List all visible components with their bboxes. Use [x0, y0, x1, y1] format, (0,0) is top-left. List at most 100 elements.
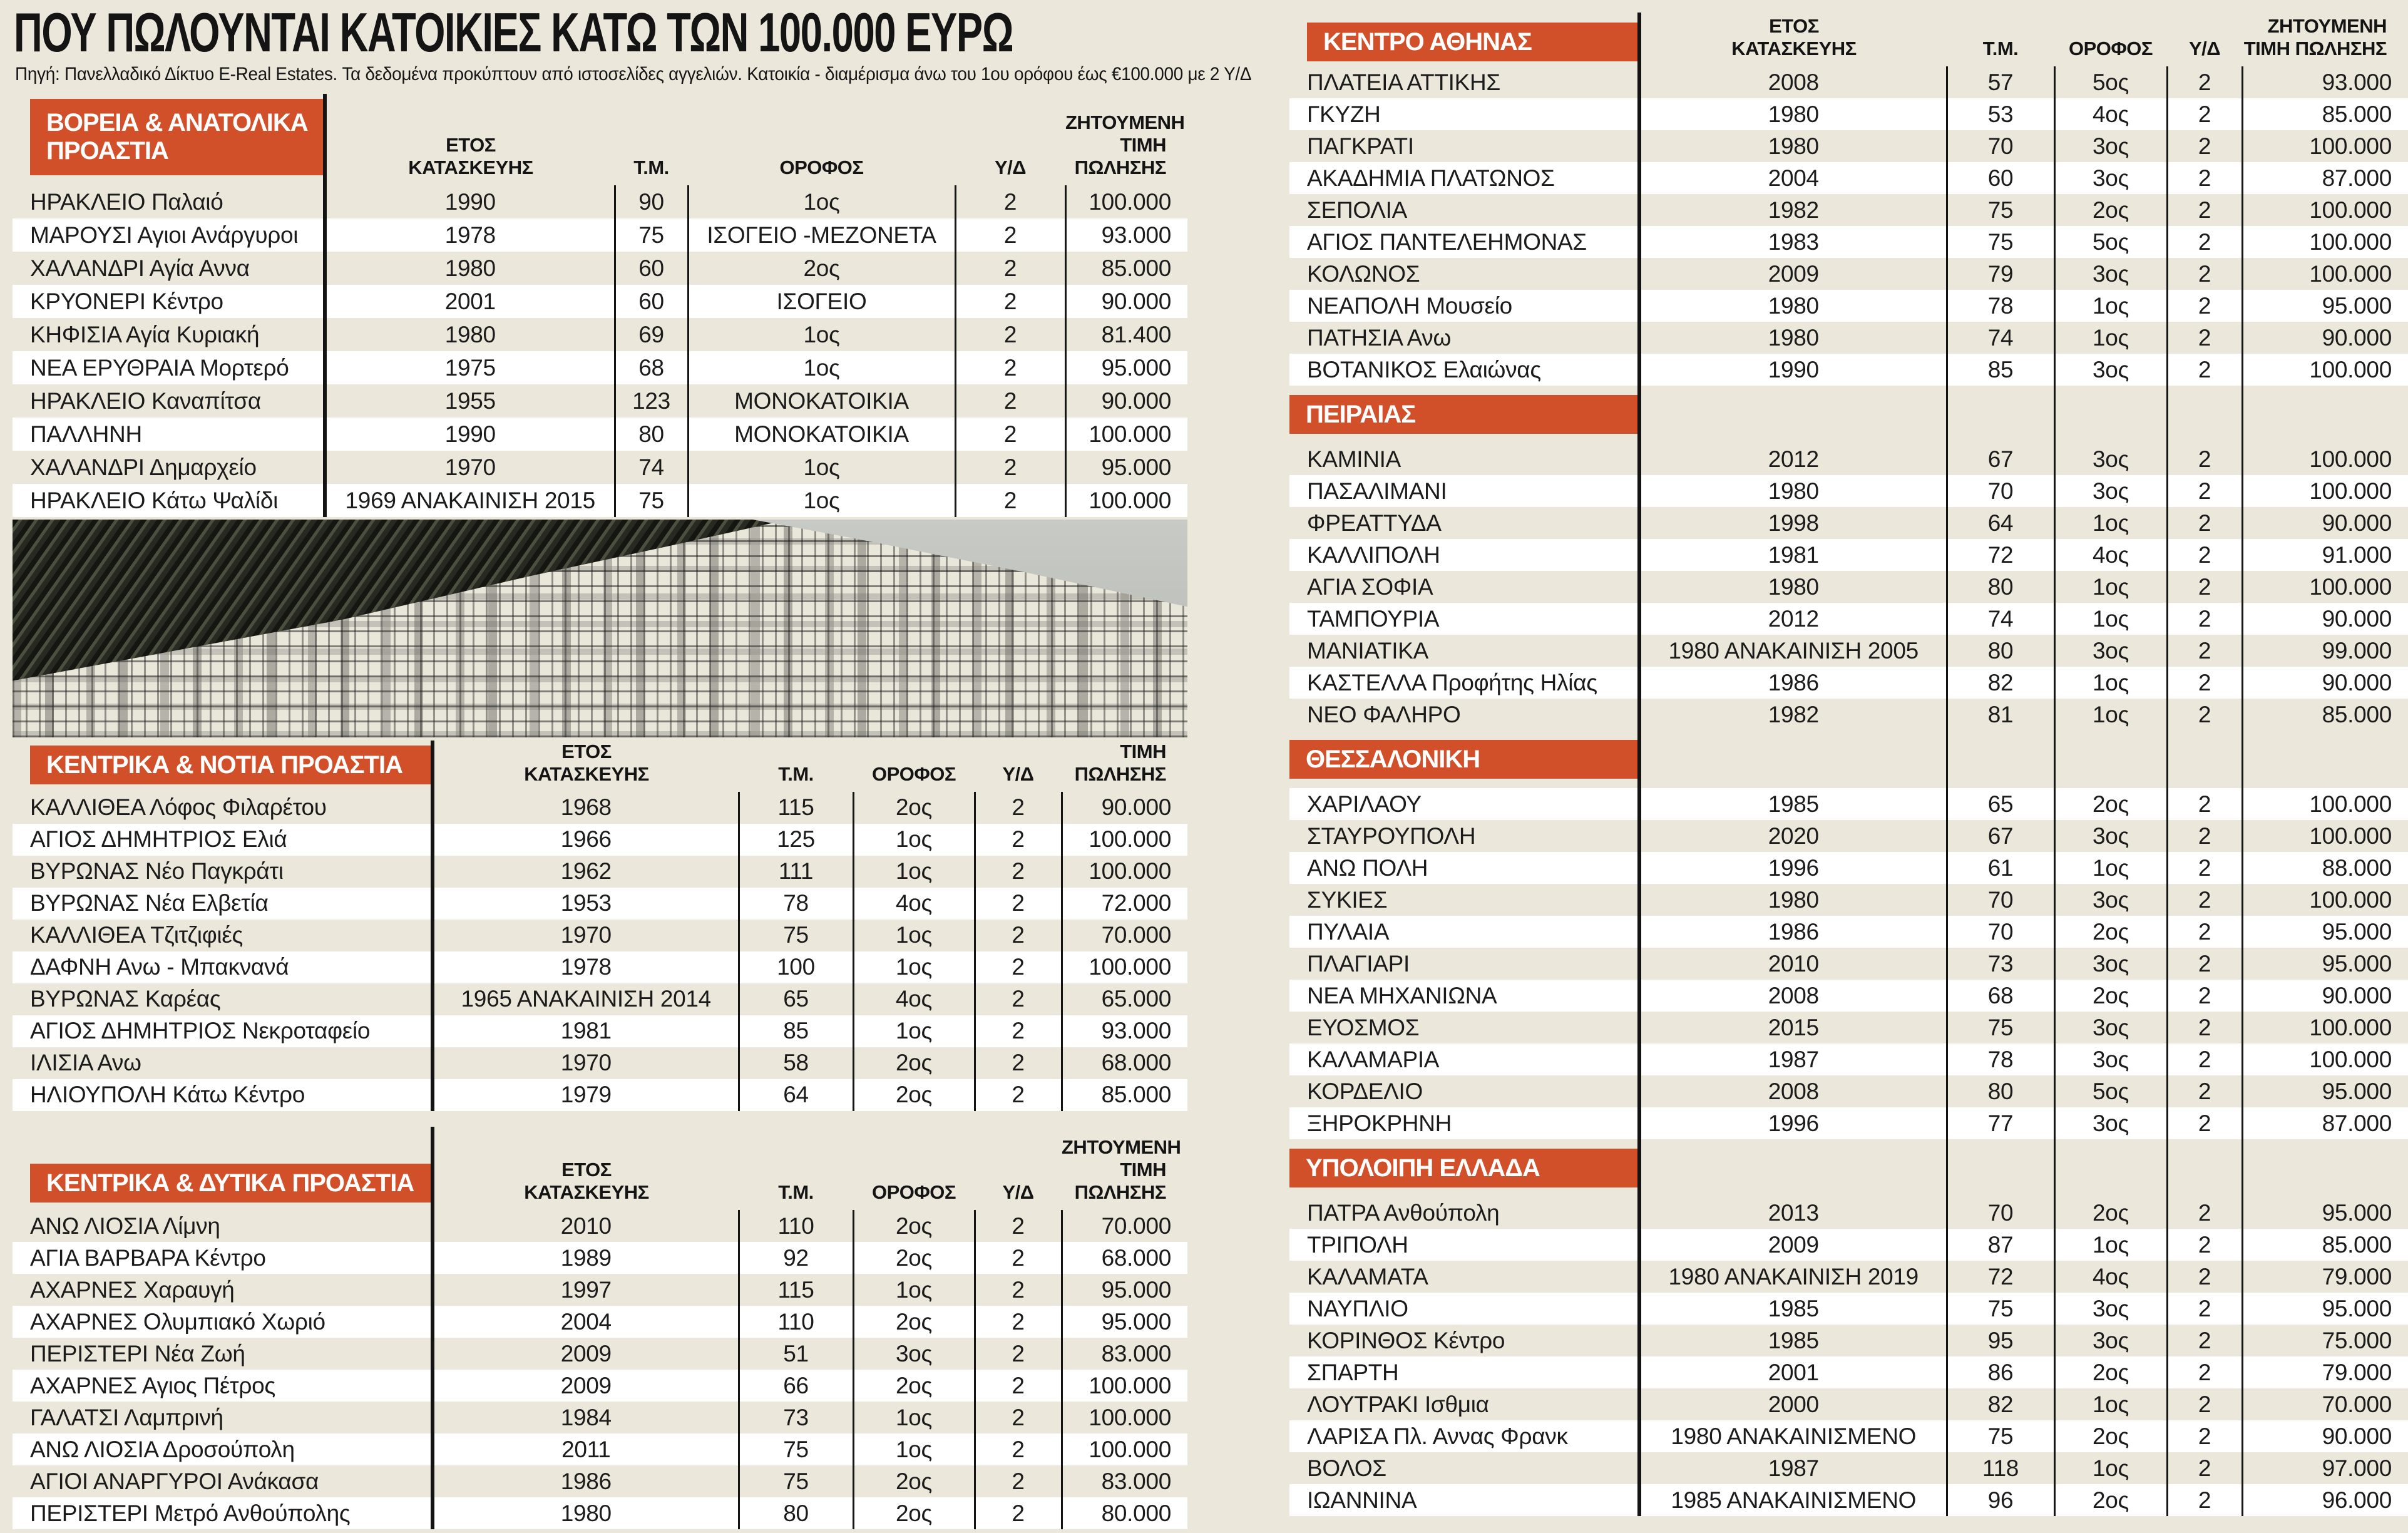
row-price: 90.000 — [2322, 605, 2392, 632]
row-location: ΠΛΑΤΕΙΑ ΑΤΤΙΚΗΣ — [1307, 69, 1500, 95]
row-sqm: 86 — [1945, 1356, 2056, 1388]
table-row: ΚΟΡΔΕΛΙΟ 2008 80 5ος 2 95.000 — [1289, 1075, 2408, 1107]
col-asking-price: ΤΙΜΗ ΠΩΛΗΣΗΣ — [1074, 741, 1167, 785]
row-floor: 1ος — [895, 922, 933, 948]
table-row: ΝΕΑΠΟΛΗ Μουσείο 1980 78 1ος 2 95.000 — [1289, 290, 2408, 322]
row-year-built: 1997 — [431, 1274, 739, 1306]
section-title-spacer-cell — [1637, 386, 1947, 443]
row-year-built: 2015 — [1637, 1012, 1947, 1043]
row-price: 100.000 — [2309, 446, 2392, 472]
row-floor: 1ος — [803, 487, 840, 513]
row-price: 100.000 — [1089, 421, 1171, 447]
row-sqm: 85 — [737, 1015, 854, 1047]
row-location: ΗΛΙΟΥΠΟΛΗ Κάτω Κέντρο — [30, 1082, 305, 1108]
section-header-central-south-suburbs: ΚΕΝΤΡΙΚΑ & ΝΟΤΙΑ ΠΡΟΑΣΤΙΑ — [30, 745, 431, 784]
row-location: ΒΟΛΟΣ — [1307, 1455, 1386, 1481]
row-location: ΚΑΛΛΙΘΕΑ Τζιτζιφιές — [30, 922, 243, 948]
row-price: 90.000 — [2322, 982, 2392, 1008]
row-location: ΑΝΩ ΛΙΟΣΙΑ Δροσούπολη — [30, 1436, 295, 1462]
row-location: ΤΑΜΠΟΥΡΙΑ — [1307, 605, 1440, 632]
row-location: ΠΑΛΛΗΝΗ — [30, 421, 142, 447]
row-year-built: 2013 — [1637, 1197, 1947, 1229]
row-floor: 1ος — [2092, 1231, 2129, 1258]
row-bedrooms: 2 — [973, 1306, 1063, 1338]
row-sqm: 73 — [737, 1402, 854, 1433]
col-sqm: Τ.Μ. — [778, 1181, 814, 1204]
row-floor: 3ος — [2092, 823, 2129, 849]
row-bedrooms: 2 — [2166, 699, 2243, 731]
col-floor: ΟΡΟΦΟΣ — [2068, 38, 2153, 60]
table-row: ΧΑΛΑΝΔΡΙ Δημαρχείο 1970 74 1ος 2 95.000 — [13, 451, 1187, 484]
row-price: 100.000 — [1089, 1404, 1171, 1430]
row-sqm: 80 — [613, 418, 689, 451]
row-location: ΠΕΡΙΣΤΕΡΙ Μετρό Ανθούπολης — [30, 1500, 351, 1526]
row-floor: 1ος — [2092, 605, 2129, 632]
row-bedrooms: 2 — [973, 791, 1063, 824]
row-floor: 2ος — [895, 1244, 933, 1271]
row-price: 93.000 — [1101, 222, 1172, 248]
row-bedrooms: 2 — [973, 1015, 1063, 1047]
row-sqm: 68 — [1945, 980, 2056, 1012]
row-price: 99.000 — [2322, 637, 2392, 664]
section-header: ΥΠΟΛΟΙΠΗ ΕΛΛΑΔΑ — [1289, 1149, 1637, 1187]
table-row: ΕΥΟΣΜΟΣ 2015 75 3ος 2 100.000 — [1289, 1012, 2408, 1043]
row-year-built: 1982 — [1637, 699, 1947, 731]
col-bedrooms: Υ/Δ — [1002, 762, 1034, 785]
row-location: ΦΡΕΑΤΤΥΔΑ — [1307, 510, 1442, 536]
row-sqm: 125 — [737, 823, 854, 856]
table-row: ΝΕΑ ΕΡΥΘΡΑΙΑ Μορτερό 1975 68 1ος 2 95.000 — [13, 351, 1187, 384]
table-row: ΑΧΑΡΝΕΣ Αγιος Πέτρος 2009 66 2ος 2 100.000 — [13, 1370, 1187, 1402]
row-price: 100.000 — [2309, 886, 2392, 913]
col-year-built: ΕΤΟΣ ΚΑΤΑΣΚΕΥΗΣ — [524, 741, 649, 785]
row-price: 100.000 — [1089, 954, 1171, 980]
row-floor: 4ος — [895, 890, 933, 916]
row-year-built: 2009 — [1637, 1229, 1947, 1261]
row-year-built: 1969 ΑΝΑΚΑΙΝΙΣΗ 2015 — [323, 484, 615, 517]
row-year-built: 1990 — [323, 185, 615, 218]
table-row: ΞΗΡΟΚΡΗΝΗ 1996 77 3ος 2 87.000 — [1289, 1107, 2408, 1139]
row-floor: 1ος — [2092, 669, 2129, 695]
row-year-built: 1985 — [1637, 788, 1947, 820]
row-price: 95.000 — [2322, 918, 2392, 945]
row-sqm: 72 — [1945, 539, 2056, 571]
row-sqm: 74 — [1945, 603, 2056, 635]
table-right-column: ΚΕΝΤΡΟ ΑΘΗΝΑΣ ΕΤΟΣ ΚΑΤΑΣΚΕΥΗΣ Τ.Μ. ΟΡΟΦΟΣ… — [1289, 13, 2408, 1516]
row-sqm: 80 — [1945, 571, 2056, 603]
row-location: ΚΟΛΩΝΟΣ — [1307, 260, 1420, 287]
row-bedrooms: 2 — [2166, 571, 2243, 603]
row-location: ΑΓΙΟΣ ΔΗΜΗΤΡΙΟΣ Νεκροταφείο — [30, 1018, 371, 1044]
row-location: ΞΗΡΟΚΡΗΝΗ — [1307, 1110, 1452, 1136]
row-year-built: 1996 — [1637, 1107, 1947, 1139]
section-title-spacer-cell — [2054, 386, 2167, 443]
row-bedrooms: 2 — [2166, 1012, 2243, 1043]
row-year-built: 1987 — [1637, 1452, 1947, 1484]
row-bedrooms: 2 — [2166, 98, 2243, 130]
row-floor: 1ος — [2092, 1455, 2129, 1481]
row-price: 100.000 — [2309, 1046, 2392, 1072]
table-row: ΚΑΛΑΜΑΡΙΑ 1987 78 3ος 2 100.000 — [1289, 1043, 2408, 1075]
table-row: ΑΓΙΟΣ ΔΗΜΗΤΡΙΟΣ Ελιά 1966 125 1ος 2 100.000 — [13, 823, 1187, 856]
table-row: ΑΝΩ ΠΟΛΗ 1996 61 1ος 2 88.000 — [1289, 852, 2408, 884]
row-location: ΗΡΑΚΛΕΙΟ Παλαιό — [30, 188, 223, 215]
table-central-south-suburbs: ΚΕΝΤΡΙΚΑ & ΝΟΤΙΑ ΠΡΟΑΣΤΙΑ ΕΤΟΣ ΚΑΤΑΣΚΕΥΗΣ… — [13, 741, 1187, 1111]
row-location: ΠΑΣΑΛΙΜΑΝΙ — [1307, 478, 1447, 504]
row-bedrooms: 2 — [2166, 354, 2243, 386]
row-bedrooms: 2 — [2166, 194, 2243, 226]
row-floor: 2ος — [2092, 197, 2129, 223]
row-sqm: 67 — [1945, 820, 2056, 852]
row-floor: 3ος — [2092, 1014, 2129, 1040]
row-bedrooms: 2 — [2166, 667, 2243, 699]
row-bedrooms: 2 — [2166, 507, 2243, 539]
row-sqm: 110 — [737, 1210, 854, 1242]
row-bedrooms: 2 — [2166, 66, 2243, 98]
row-sqm: 90 — [613, 185, 689, 218]
row-location: ΧΑΛΑΝΔΡΙ Αγία Αννα — [30, 255, 250, 281]
row-bedrooms: 2 — [2166, 1452, 2243, 1484]
row-bedrooms: 2 — [2166, 162, 2243, 194]
row-location: ΑΝΩ ΠΟΛΗ — [1307, 854, 1428, 881]
row-year-built: 1981 — [431, 1015, 739, 1047]
row-bedrooms: 2 — [2166, 1197, 2243, 1229]
row-year-built: 1980 — [1637, 884, 1947, 916]
row-year-built: 2009 — [431, 1370, 739, 1402]
row-floor: 1ος — [895, 954, 933, 980]
